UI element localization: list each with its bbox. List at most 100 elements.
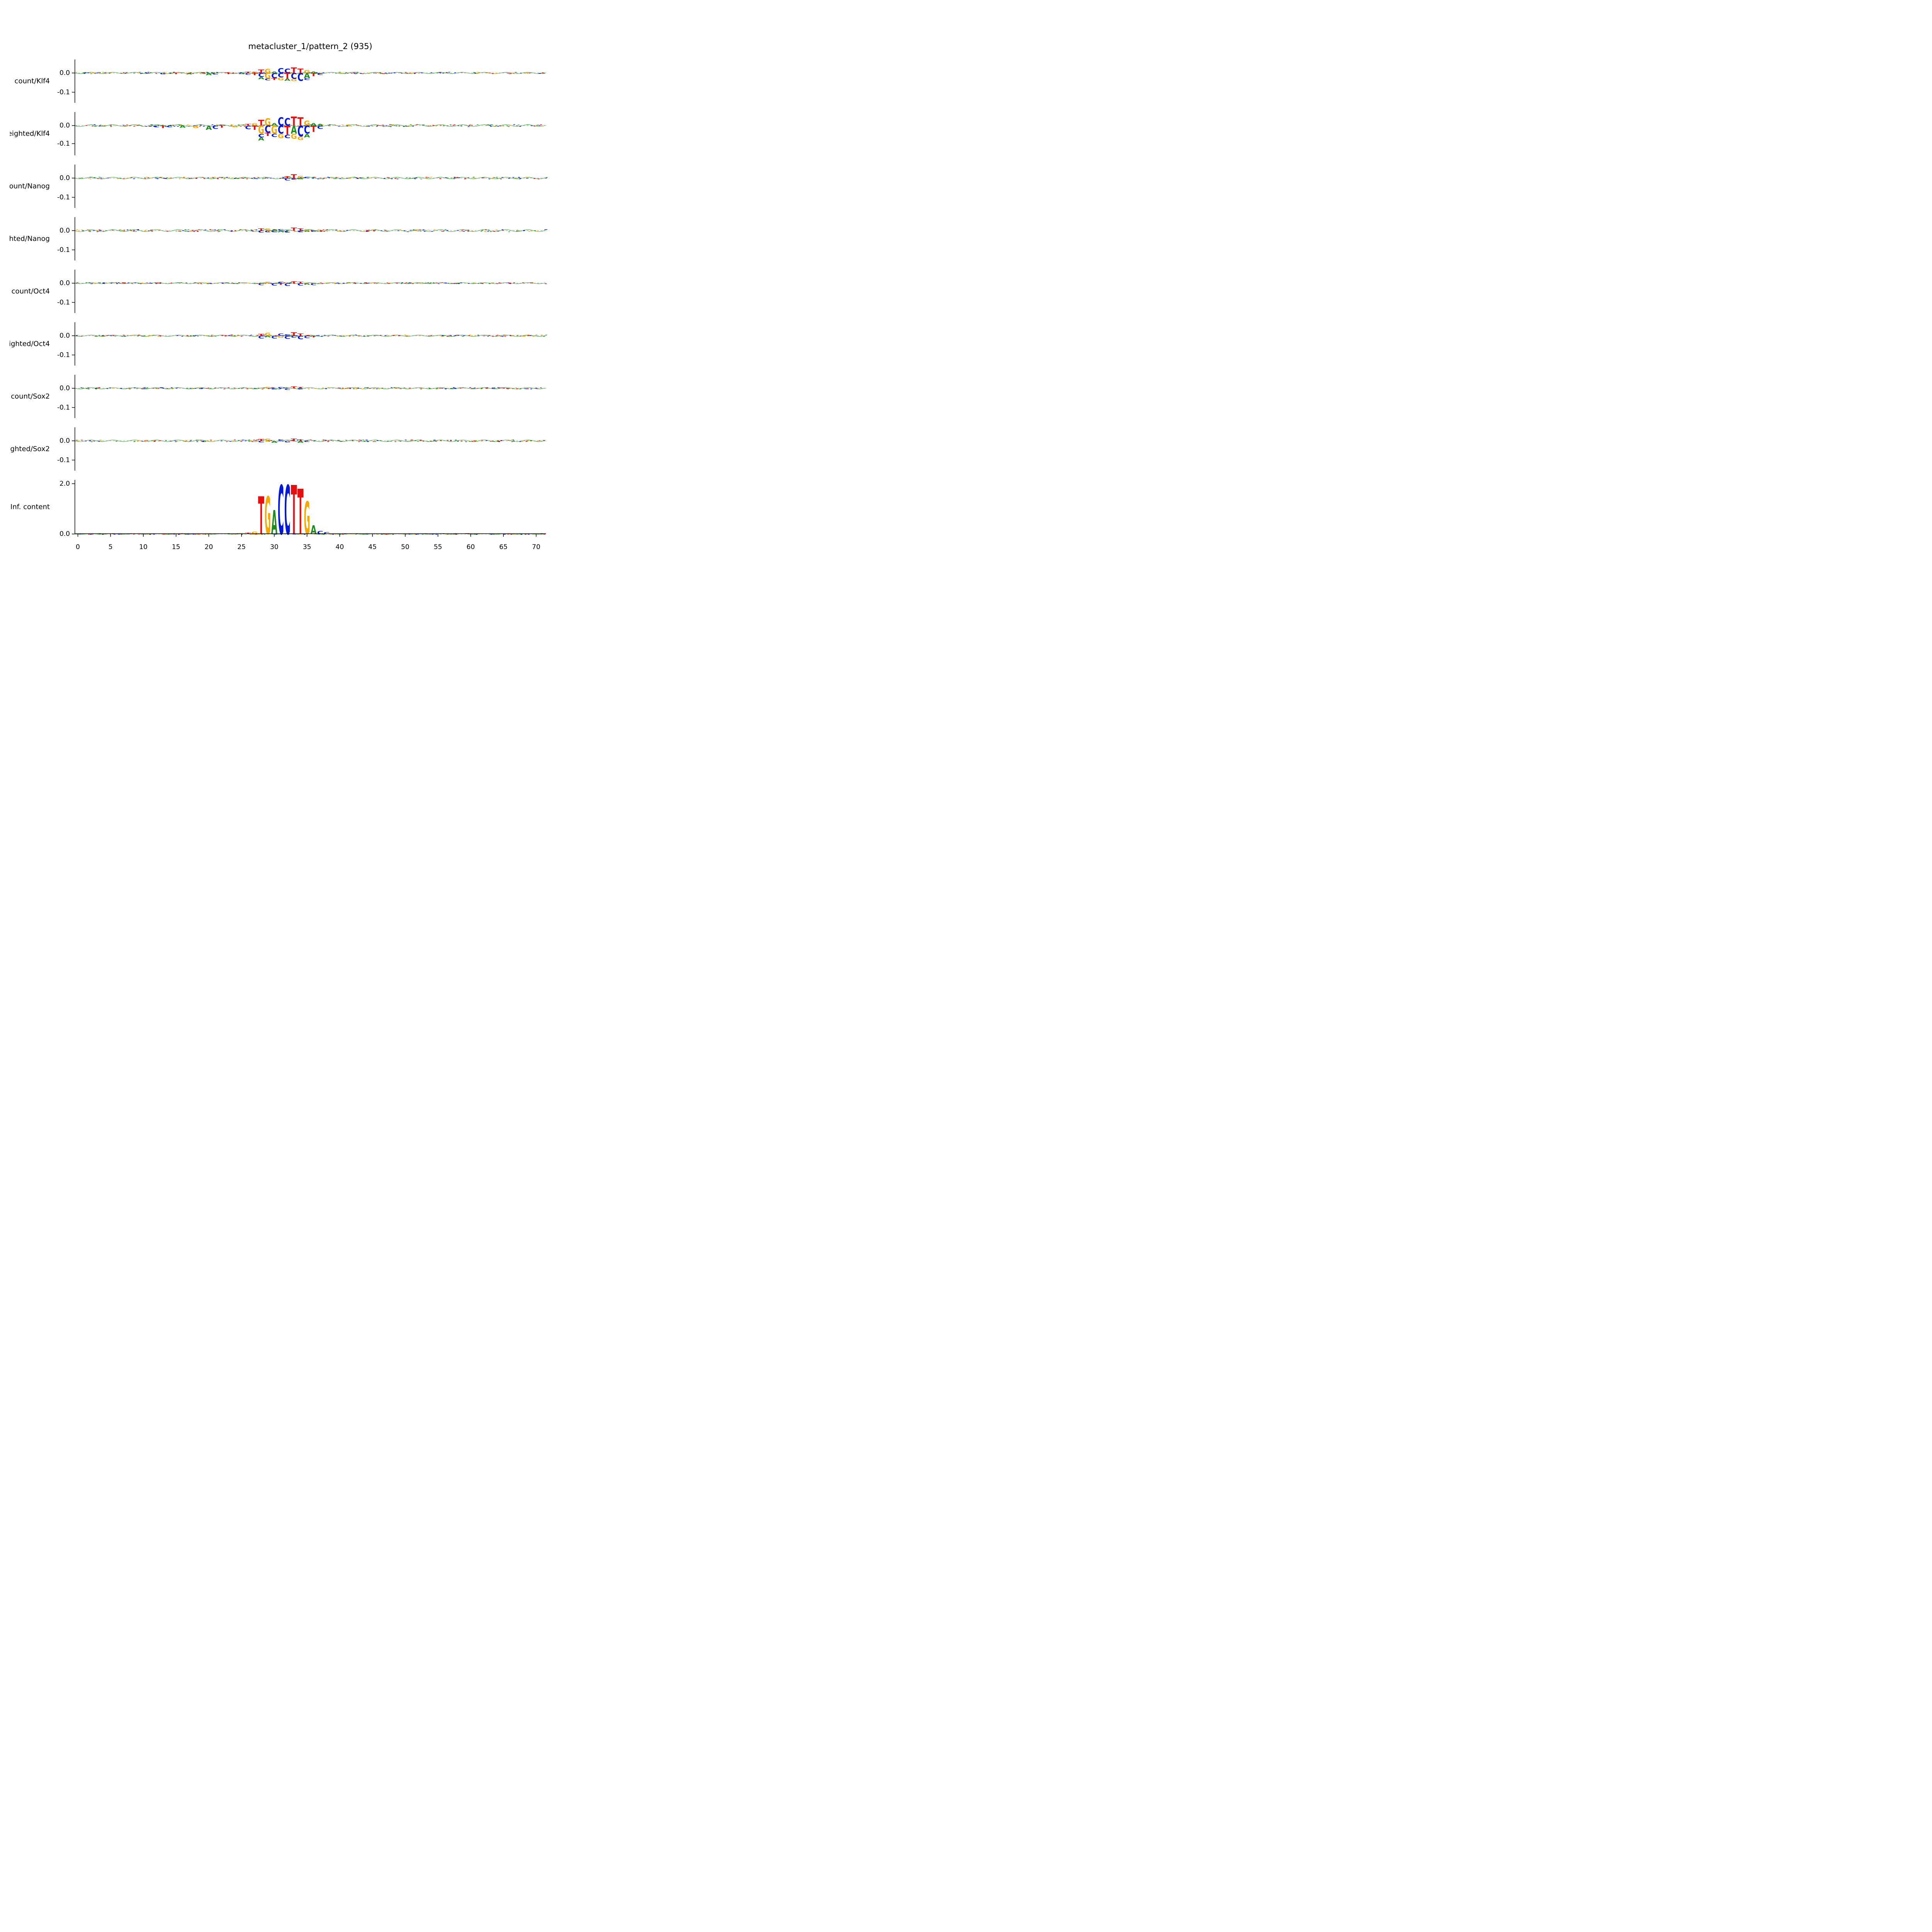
x-tick-label: 40: [335, 543, 344, 551]
logo-letter-T: T: [225, 73, 231, 75]
logo-letter-C: C: [265, 124, 271, 135]
logo-letter-C: C: [317, 125, 323, 130]
panel-label: weighted/Sox2: [10, 427, 51, 471]
logo-letter-A: A: [238, 73, 245, 75]
panel-label-text: weighted/Klf4: [10, 129, 50, 138]
logo-letter-C: C: [212, 125, 218, 130]
logo-letter-C: C: [278, 439, 284, 441]
logo-letter-C: C: [258, 133, 264, 138]
logo-letter-C: C: [304, 77, 310, 80]
logo-letter-A: A: [180, 125, 186, 128]
x-tick-label: 35: [303, 543, 311, 551]
y-axis-tick-labels: 0.0 -0.1: [51, 375, 75, 418]
logo-letter-G: G: [278, 335, 284, 338]
x-tick-label: 45: [368, 543, 377, 551]
logo-letter-T: T: [298, 476, 304, 549]
logo-letter-C: C: [298, 71, 304, 83]
y-axis-tick-labels: 2.0 0.0: [51, 480, 75, 538]
logo-letter-C: C: [265, 78, 271, 81]
y-tick-label: 0.0: [59, 437, 70, 445]
noise-wave: [74, 72, 546, 74]
logo-letter-C: C: [284, 334, 291, 336]
logo-letter-T: T: [160, 125, 166, 129]
y-tick-label: -0.1: [57, 298, 70, 306]
logo-letter-G: G: [291, 78, 297, 82]
logo-letter-C: C: [304, 440, 310, 442]
logo-letter-C: C: [153, 125, 160, 128]
y-axis-tick-labels: 0.0 -0.1: [51, 270, 75, 313]
y-axis-tick-labels: 0.0 -0.1: [51, 60, 75, 103]
logo-letter-T: T: [311, 72, 317, 77]
x-tick-label: 70: [532, 543, 541, 551]
logo-letter-C: C: [284, 282, 291, 287]
y-tick-label: 0.0: [59, 69, 70, 77]
logo-letter-T: T: [298, 115, 304, 128]
logo-letter-T: T: [245, 123, 251, 126]
logo-letter-C: C: [278, 281, 284, 284]
logo-letter-A: A: [186, 73, 192, 75]
panel-label-text: Inf. content: [10, 503, 50, 511]
logo-letter-A: A: [206, 124, 212, 131]
logo-letter-T: T: [245, 71, 251, 73]
logo-letter-C: C: [212, 73, 218, 75]
logo-letter-G: G: [252, 71, 258, 73]
logo-letter-C: C: [258, 72, 264, 78]
y-tick-label: 0.0: [59, 530, 70, 538]
logo-letter-T: T: [245, 532, 251, 534]
logo-letter-G: G: [265, 438, 271, 442]
panel-label: count/Oct4: [10, 270, 51, 313]
x-tick-label: 10: [139, 543, 148, 551]
logo-letter-C: C: [245, 73, 251, 75]
logo-letter-A: A: [278, 230, 284, 233]
logo-letter-G: G: [278, 133, 284, 140]
logo-letter-T: T: [284, 175, 291, 179]
logo-letter-A: A: [317, 123, 323, 126]
logo-letter-C: C: [278, 387, 284, 389]
logo-letter-C: C: [284, 67, 291, 75]
logo-letter-G: G: [304, 69, 310, 74]
logo-letter-G: G: [265, 228, 271, 231]
logo-letter-T: T: [284, 71, 291, 80]
y-axis-tick-labels: 0.0 -0.1: [51, 427, 75, 471]
logo-letter-A: A: [284, 78, 291, 82]
panel-row: count/Nanog 0.0 -0.1 T T G C C C A: [10, 165, 580, 208]
y-tick-label: 0.0: [59, 226, 70, 235]
panel-row: count/Klf4 0.0 -0.1 T G T G A C C T T G A C A G C C T C G T A C G…: [10, 60, 580, 103]
logo-letter-T: T: [298, 439, 304, 441]
panel-row: count/Oct4 0.0 -0.1 G C T T C C T C C A C: [10, 270, 580, 313]
plot-area: GTGTGACCTTGACC: [72, 472, 546, 550]
panel-row: Inf. content 2.0 0.0GTGTGACCTTGACC: [10, 472, 580, 550]
y-tick-label: -0.1: [57, 456, 70, 464]
panel-label-text: weighted/Nanog: [10, 235, 50, 243]
logo-letter-A: A: [271, 503, 277, 542]
y-tick-label: 2.0: [59, 480, 70, 488]
logo-letter-A: A: [304, 133, 310, 138]
logo-svg: G C T TC C T C C A C: [72, 270, 547, 313]
logo-letter-G: G: [265, 332, 271, 337]
logo-letter-T: T: [298, 67, 304, 75]
logo-letter-T: T: [291, 173, 297, 179]
logo-letter-A: A: [271, 71, 277, 73]
logo-svg: T G C T TC A C A C: [72, 427, 546, 471]
panel-label: weighted/Nanog: [10, 217, 51, 260]
logo-letter-A: A: [298, 440, 304, 443]
logo-letter-C: C: [278, 229, 284, 231]
logo-letter-C: C: [245, 124, 251, 130]
logo-svg: T T G CC C A: [72, 165, 548, 208]
x-tick-label: 50: [401, 543, 410, 551]
logo-letter-T: T: [298, 387, 304, 389]
logo-letter-A: A: [311, 122, 317, 126]
logo-letter-C: C: [291, 335, 297, 338]
y-tick-label: 0.0: [59, 279, 70, 287]
logo-letter-T: T: [311, 335, 317, 338]
logo-letter-G: G: [304, 119, 310, 127]
logo-letter-T: T: [265, 132, 271, 137]
logo-letter-G: G: [252, 122, 258, 126]
logo-letter-T: T: [298, 333, 304, 337]
logo-letter-C: C: [271, 133, 277, 138]
logo-letter-C: C: [298, 388, 304, 390]
